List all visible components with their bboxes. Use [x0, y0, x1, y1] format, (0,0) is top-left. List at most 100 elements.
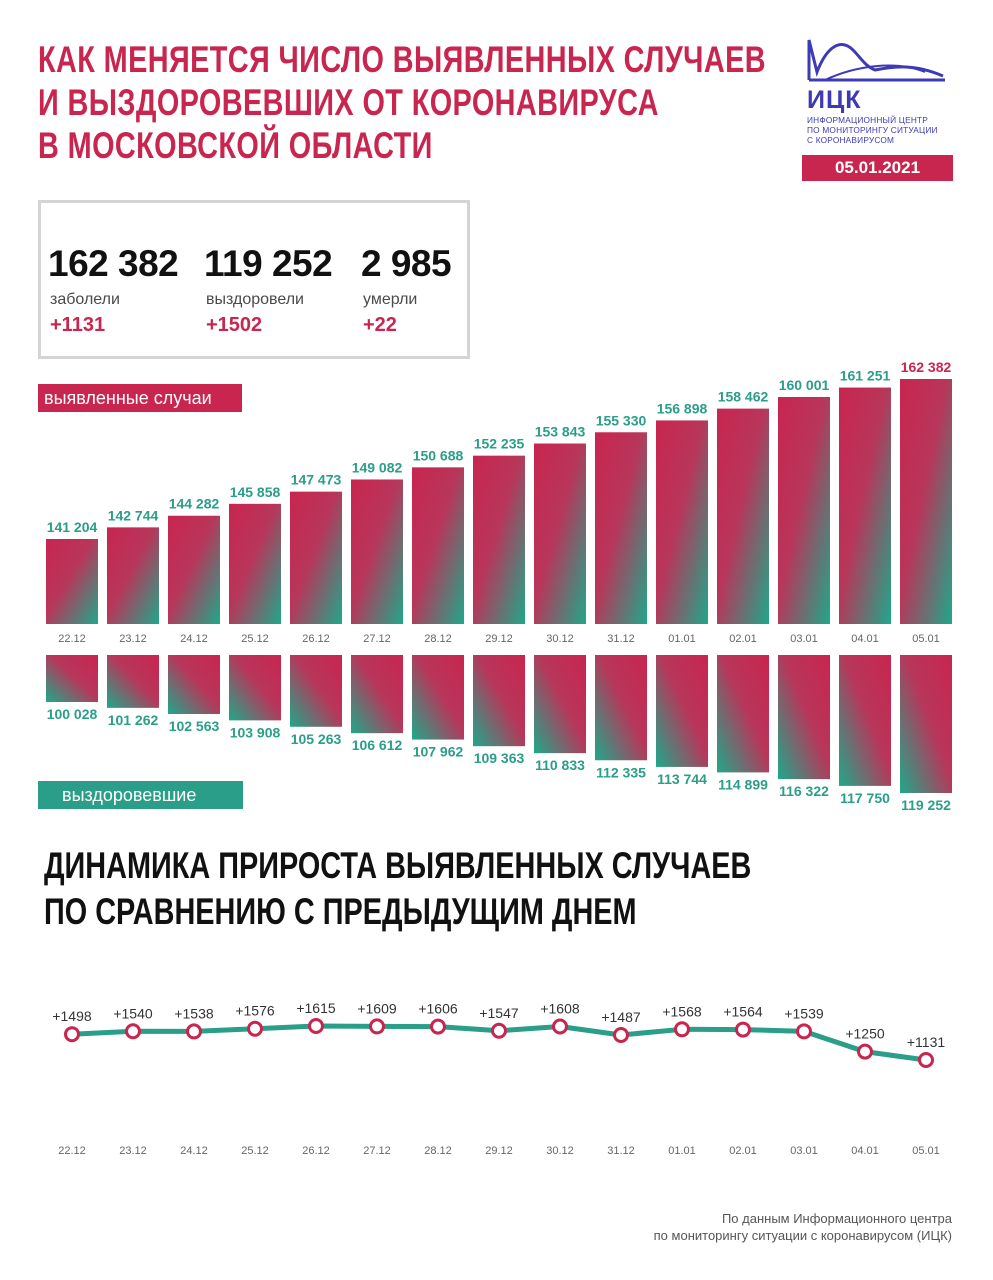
stats-box: 162 382 заболели +1131 119 252 выздорове… — [38, 200, 470, 359]
bar-recovered — [717, 655, 769, 773]
bar-cases-label: 141 204 — [47, 519, 98, 535]
bar-cases — [534, 443, 586, 624]
stat-deaths-delta: +22 — [363, 314, 397, 336]
bar-recovered — [839, 655, 891, 786]
bar-recovered — [351, 655, 403, 734]
x-tick-label: 24.12 — [180, 633, 208, 645]
bar-recovered-label: 119 252 — [901, 797, 951, 813]
x-tick-label: 05.01 — [912, 633, 940, 645]
data-label: +1131 — [907, 1034, 945, 1050]
x-tick-label: 31.12 — [607, 633, 635, 645]
bar-cases-label: 155 330 — [596, 412, 647, 428]
footnote: По данным Информационного центра по мони… — [654, 1210, 952, 1244]
data-label: +1547 — [479, 1005, 519, 1021]
bar-recovered-label: 112 335 — [596, 764, 646, 780]
bar-recovered-label: 100 028 — [47, 706, 98, 722]
data-label: +1606 — [418, 1001, 458, 1017]
stat-cases-delta: +1131 — [50, 314, 106, 336]
x-tick-label: 03.01 — [790, 633, 818, 645]
bar-recovered-label: 114 899 — [718, 776, 768, 792]
bar-recovered — [412, 655, 464, 740]
bar-cases — [229, 503, 281, 624]
bar-recovered-label: 117 750 — [840, 790, 890, 806]
bar-recovered — [900, 655, 952, 793]
x-tick-label: 27.12 — [363, 633, 391, 645]
x-tick-label: 22.12 — [58, 633, 86, 645]
x-tick-label: 30.12 — [546, 633, 574, 645]
bar-cases-label: 144 282 — [169, 496, 220, 512]
x-tick-label: 29.12 — [485, 633, 513, 645]
logo-wave-icon — [807, 39, 945, 82]
data-point — [735, 1021, 751, 1038]
bar-chart: 141 204 22.12 100 028 142 744 23.12 101 262 14… — [46, 359, 952, 813]
x-tick-label: 04.01 — [851, 1145, 879, 1157]
data-label: +1564 — [723, 1004, 763, 1020]
bar-recovered-label: 110 833 — [535, 757, 585, 773]
bar-cases-label: 147 473 — [291, 472, 342, 488]
x-tick-label: 29.12 — [485, 1145, 513, 1157]
logo: ИЦК ИНФОРМАЦИОННЫЙ ЦЕНТР ПО МОНИТОРИНГУ … — [805, 36, 955, 152]
data-point — [796, 1023, 812, 1040]
logo-sub-line-2: ПО МОНИТОРИНГУ СИТУАЦИИ — [807, 125, 938, 135]
bar-recovered-label: 107 962 — [413, 744, 464, 760]
bar-recovered-label: 106 612 — [352, 737, 403, 753]
data-label: +1539 — [784, 1005, 824, 1021]
x-tick-label: 03.01 — [790, 1145, 818, 1157]
bar-cases-label: 156 898 — [657, 400, 708, 416]
stat-recovered-label: выздоровели — [206, 291, 304, 308]
x-tick-label: 05.01 — [912, 1145, 940, 1157]
data-label: +1568 — [662, 1003, 702, 1019]
data-label: +1576 — [235, 1003, 275, 1019]
series-line — [71, 1023, 927, 1063]
x-tick-label: 22.12 — [58, 1145, 86, 1157]
x-tick-label: 28.12 — [424, 633, 452, 645]
data-point — [125, 1023, 141, 1040]
bar-recovered-label: 113 744 — [657, 771, 707, 787]
title-line-3: В МОСКОВСКОЙ ОБЛАСТИ — [38, 125, 433, 166]
x-tick-label: 02.01 — [729, 1145, 757, 1157]
bar-recovered — [473, 655, 525, 747]
bar-cases — [290, 491, 342, 624]
data-label: +1538 — [174, 1005, 214, 1021]
x-tick-label: 25.12 — [241, 633, 269, 645]
x-tick-label: 04.01 — [851, 633, 879, 645]
data-point — [430, 1018, 446, 1035]
data-label: +1498 — [52, 1008, 92, 1024]
data-label: +1250 — [845, 1026, 885, 1042]
x-tick-label: 01.01 — [668, 633, 696, 645]
section-title-line-2: ПО СРАВНЕНИЮ С ПРЕДЫДУЩИМ ДНЕМ — [44, 891, 637, 932]
section-title-line-1: ДИНАМИКА ПРИРОСТА ВЫЯВЛЕННЫХ СЛУЧАЕВ — [44, 845, 752, 886]
stat-recovered-delta: +1502 — [206, 314, 263, 336]
stat-recovered-value: 119 252 — [204, 243, 333, 284]
x-tick-label: 26.12 — [302, 1145, 330, 1157]
data-point — [369, 1018, 385, 1035]
logo-sub-line-1: ИНФОРМАЦИОННЫЙ ЦЕНТР — [807, 115, 929, 125]
bar-cases-label: 152 235 — [474, 436, 525, 452]
bar-cases — [46, 539, 98, 624]
data-label: +1487 — [601, 1009, 641, 1025]
date-badge: 05.01.2021 — [802, 155, 953, 181]
bar-recovered — [290, 655, 342, 727]
data-point — [613, 1026, 629, 1043]
bar-cases — [717, 408, 769, 624]
x-tick-label: 02.01 — [729, 633, 757, 645]
data-label: +1608 — [540, 1000, 580, 1016]
stat-deaths-value: 2 985 — [361, 243, 452, 284]
bar-cases — [839, 387, 891, 624]
bar-cases-label: 153 843 — [535, 424, 586, 440]
bar-recovered-label: 109 363 — [474, 750, 525, 766]
stat-cases-label: заболели — [50, 291, 120, 308]
data-point — [918, 1052, 934, 1068]
x-tick-label: 26.12 — [302, 633, 330, 645]
section-title: ДИНАМИКА ПРИРОСТА ВЫЯВЛЕННЫХ СЛУЧАЕВ ПО … — [44, 843, 751, 935]
bar-cases — [778, 396, 830, 624]
bar-recovered-label: 116 322 — [779, 783, 829, 799]
footnote-line-1: По данным Информационного центра — [721, 1211, 952, 1226]
bar-cases — [900, 379, 952, 624]
bar-cases-label: 158 462 — [718, 389, 769, 405]
stat-deaths-label: умерли — [363, 291, 418, 308]
legend-cases: выявленные случаи — [38, 384, 242, 412]
bar-cases-label: 162 382 — [901, 359, 952, 375]
bar-cases-label: 150 688 — [413, 447, 464, 463]
bar-recovered-label: 105 263 — [291, 731, 342, 747]
